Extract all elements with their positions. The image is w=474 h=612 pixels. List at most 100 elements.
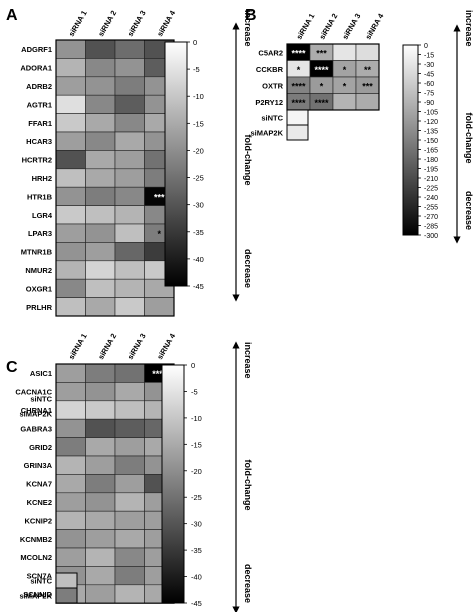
heat-cell (55, 168, 86, 188)
heat-cell (114, 260, 145, 280)
row-label: NMUR2 (25, 266, 52, 275)
significance-mark: * (343, 81, 347, 91)
heat-cell (85, 58, 116, 78)
heat-cell (114, 382, 145, 402)
colorbar-tick-label: -270 (424, 214, 438, 221)
heat-cell (55, 39, 86, 59)
colorbar-tick-label: -10 (193, 92, 204, 101)
row-label: CACNA1C (15, 388, 52, 397)
colorbar-tick-label: -30 (191, 520, 202, 529)
heat-cell (55, 492, 86, 512)
heat-cell (114, 168, 145, 188)
significance-mark: ** (364, 65, 372, 75)
colorbar-tick-label: -40 (193, 255, 204, 264)
control-label: siNTC (261, 114, 283, 123)
heat-cell (114, 242, 145, 262)
colorbar-tick-label: -180 (424, 157, 438, 164)
heat-cell (114, 455, 145, 475)
colorbar (402, 44, 419, 236)
column-label: siRNA 2 (96, 332, 118, 361)
heat-cell (114, 437, 145, 457)
heat-cell (114, 186, 145, 206)
heat-cell (114, 205, 145, 225)
heat-cell (114, 113, 145, 133)
colorbar-tick-label: -30 (424, 62, 434, 69)
row-label: ADORA1 (20, 64, 52, 73)
row-label: KCNA7 (26, 480, 52, 489)
control-cell (55, 572, 78, 589)
colorbar-tick-label: -255 (424, 205, 438, 212)
column-label: siRNA 4 (155, 331, 177, 361)
heat-cell (55, 76, 86, 96)
heat-cell (85, 510, 116, 530)
heat-cell (355, 43, 380, 61)
row-label: OXTR (262, 81, 283, 90)
colorbar-tick-label: -30 (193, 201, 204, 210)
significance-mark: **** (152, 369, 167, 379)
heat-cell (114, 76, 145, 96)
row-label: KCNMB2 (20, 535, 52, 544)
heat-cell (85, 529, 116, 549)
decrease-label: decrease (243, 564, 253, 603)
significance-mark: **** (291, 48, 306, 58)
colorbar-tick-label: -240 (424, 195, 438, 202)
heat-cell (55, 474, 86, 494)
heat-cell (55, 94, 86, 114)
control-label: siMAP2K (250, 129, 283, 138)
control-cell (55, 587, 78, 604)
heat-cell (85, 94, 116, 114)
column-label: siRNA 2 (317, 12, 339, 41)
heat-cell (114, 492, 145, 512)
colorbar-tick-label: -20 (191, 467, 202, 476)
row-label: P2RY12 (255, 98, 283, 107)
heat-cell (85, 437, 116, 457)
row-label: AGTR1 (27, 100, 52, 109)
column-label: siNRA 4 (363, 11, 385, 41)
row-label: CHRNA1 (21, 406, 52, 415)
colorbar-tick-label: -5 (191, 387, 198, 396)
heat-cell (114, 474, 145, 494)
row-label: PRLHR (26, 303, 52, 312)
decrease-label: decrease (243, 249, 253, 288)
column-label: siRNA 1 (67, 332, 89, 361)
heat-cell (85, 131, 116, 151)
heat-cell (55, 437, 86, 457)
colorbar-tick-label: -105 (424, 110, 438, 117)
colorbar-tick-label: -40 (191, 573, 202, 582)
significance-mark: * (297, 65, 301, 75)
colorbar-tick-label: -90 (424, 100, 434, 107)
significance-mark: * (320, 81, 324, 91)
heat-cell (85, 242, 116, 262)
heat-cell (85, 584, 116, 604)
colorbar-tick-label: -10 (191, 414, 202, 423)
heat-cell (85, 39, 116, 59)
control-label: siMAP2K (19, 410, 52, 419)
heat-cell (114, 363, 145, 383)
heat-cell (85, 278, 116, 298)
colorbar-tick-label: -135 (424, 129, 438, 136)
heat-cell (55, 547, 86, 567)
colorbar-tick-label: -210 (424, 176, 438, 183)
row-label: C5AR2 (258, 48, 283, 57)
heat-cell (85, 186, 116, 206)
colorbar-tick-label: -5 (193, 65, 200, 74)
heat-cell (55, 205, 86, 225)
colorbar-tick-label: -60 (424, 81, 434, 88)
colorbar-tick-label: -35 (191, 546, 202, 555)
significance-mark: * (157, 229, 161, 239)
heat-cell (114, 278, 145, 298)
heat-cell (85, 547, 116, 567)
heat-cell (114, 131, 145, 151)
column-label: siRNA 1 (294, 12, 316, 41)
colorbar-tick-label: -195 (424, 167, 438, 174)
colorbar-tick-label: -285 (424, 224, 438, 231)
colorbar (164, 41, 188, 287)
heat-cell (55, 150, 86, 170)
heat-cell (114, 510, 145, 530)
heat-cell (55, 242, 86, 262)
heatmap-frame (286, 43, 380, 111)
colorbar-tick-label: -25 (191, 493, 202, 502)
heat-cell (55, 418, 86, 438)
